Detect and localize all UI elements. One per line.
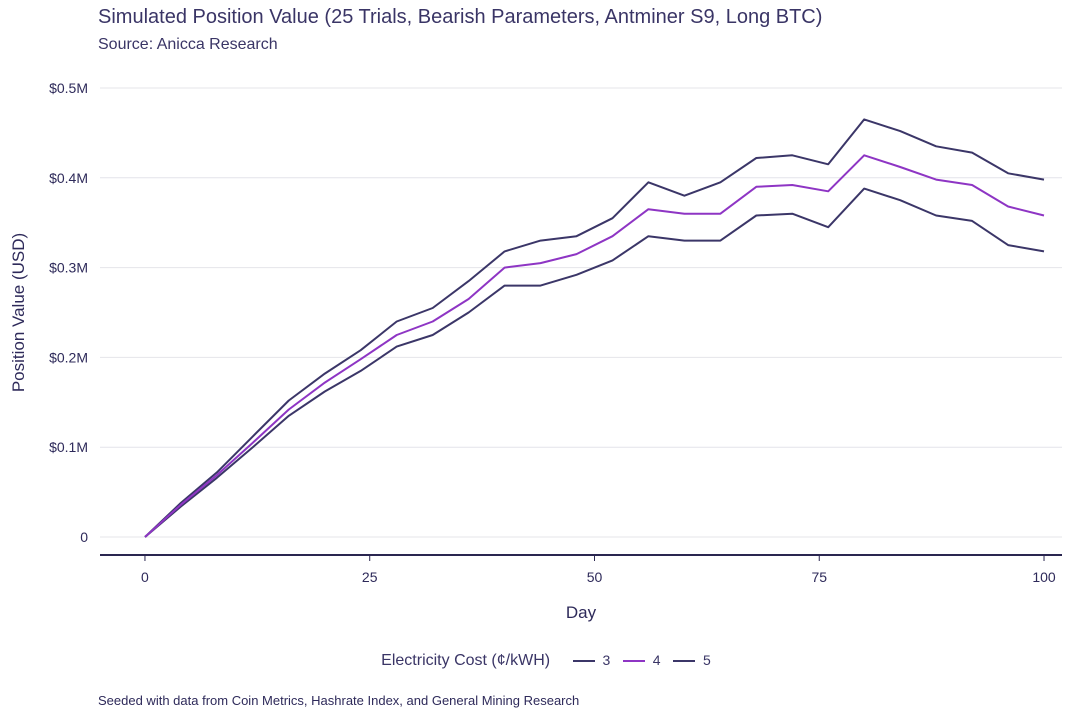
y-tick-label: $0.5M (49, 80, 88, 96)
x-tick-label: 100 (1032, 569, 1056, 585)
caption: Seeded with data from Coin Metrics, Hash… (98, 693, 580, 708)
y-axis-label: Position Value (USD) (9, 233, 28, 392)
legend-label: 4 (652, 652, 661, 668)
legend-item-3: 3 (572, 652, 611, 670)
y-tick-label: $0.1M (49, 439, 88, 455)
legend-swatch (572, 659, 595, 662)
chart-subtitle: Source: Anicca Research (98, 36, 278, 53)
legend-label: 3 (602, 652, 611, 668)
x-tick-label: 25 (362, 569, 378, 585)
x-axis-label: Day (566, 603, 597, 622)
chart-title: Simulated Position Value (25 Trials, Bea… (98, 6, 823, 28)
series-line-4 (144, 154, 1045, 538)
legend-item-5: 5 (673, 652, 711, 670)
legend-label: 5 (703, 652, 711, 668)
y-tick-label: $0.2M (49, 349, 88, 365)
y-tick-label: 0 (80, 529, 88, 545)
y-tick-label: $0.3M (49, 260, 88, 276)
x-tick-label: 50 (587, 569, 603, 585)
x-tick-label: 0 (141, 569, 149, 585)
legend-title: Electricity Cost (¢/kWH) (381, 652, 551, 670)
legend-swatch (622, 659, 645, 662)
legend-swatch (673, 659, 696, 662)
series-line-3 (144, 118, 1045, 538)
line-chart: 0 $0.1M $0.2M $0.3M $0.4M $0.5M 0 25 50 75 100 Day P… (9, 80, 1062, 622)
x-tick-label: 75 (811, 569, 827, 585)
legend: Electricity Cost (¢/kWH) 3 4 5 (0, 652, 1092, 670)
series-line-5 (144, 187, 1045, 538)
legend-item-4: 4 (622, 652, 661, 670)
y-tick-label: $0.4M (49, 170, 88, 186)
